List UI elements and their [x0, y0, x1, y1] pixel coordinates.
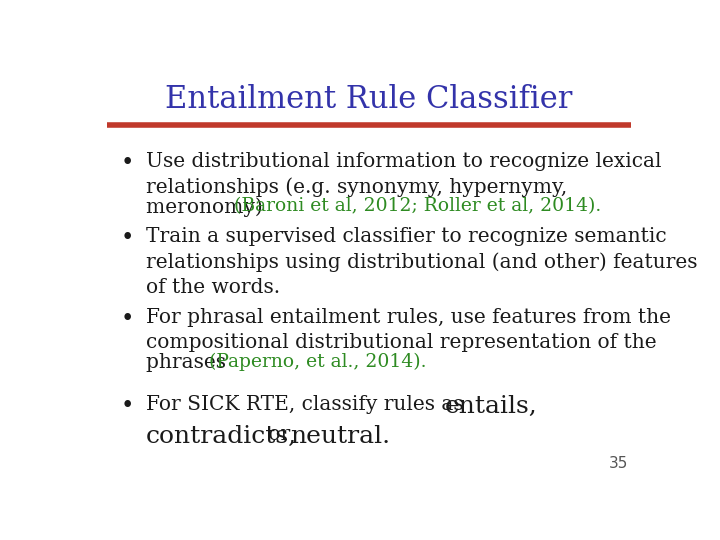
Text: Train a supervised classifier to recognize semantic
relationships using distribu: Train a supervised classifier to recogni… — [145, 227, 697, 297]
Text: or: or — [262, 426, 297, 444]
Text: •: • — [121, 395, 134, 417]
Text: (Baroni et al, 2012; Roller et al, 2014).: (Baroni et al, 2012; Roller et al, 2014)… — [234, 197, 601, 215]
Text: entails,: entails, — [444, 395, 537, 418]
Text: For phrasal entailment rules, use features from the
compositional distributional: For phrasal entailment rules, use featur… — [145, 308, 671, 352]
Text: For SICK RTE, classify rules as: For SICK RTE, classify rules as — [145, 395, 470, 414]
Text: •: • — [121, 308, 134, 330]
Text: neutral.: neutral. — [289, 426, 390, 448]
Text: Use distributional information to recognize lexical
relationships (e.g. synonymy: Use distributional information to recogn… — [145, 152, 661, 197]
Text: •: • — [121, 152, 134, 174]
Text: contradicts,: contradicts, — [145, 426, 297, 448]
Text: meronomy): meronomy) — [145, 197, 269, 217]
Text: (Paperno, et al., 2014).: (Paperno, et al., 2014). — [209, 353, 426, 371]
Text: phrases: phrases — [145, 353, 232, 372]
Text: •: • — [121, 227, 134, 249]
Text: Entailment Rule Classifier: Entailment Rule Classifier — [166, 84, 572, 114]
Text: 35: 35 — [609, 456, 629, 471]
